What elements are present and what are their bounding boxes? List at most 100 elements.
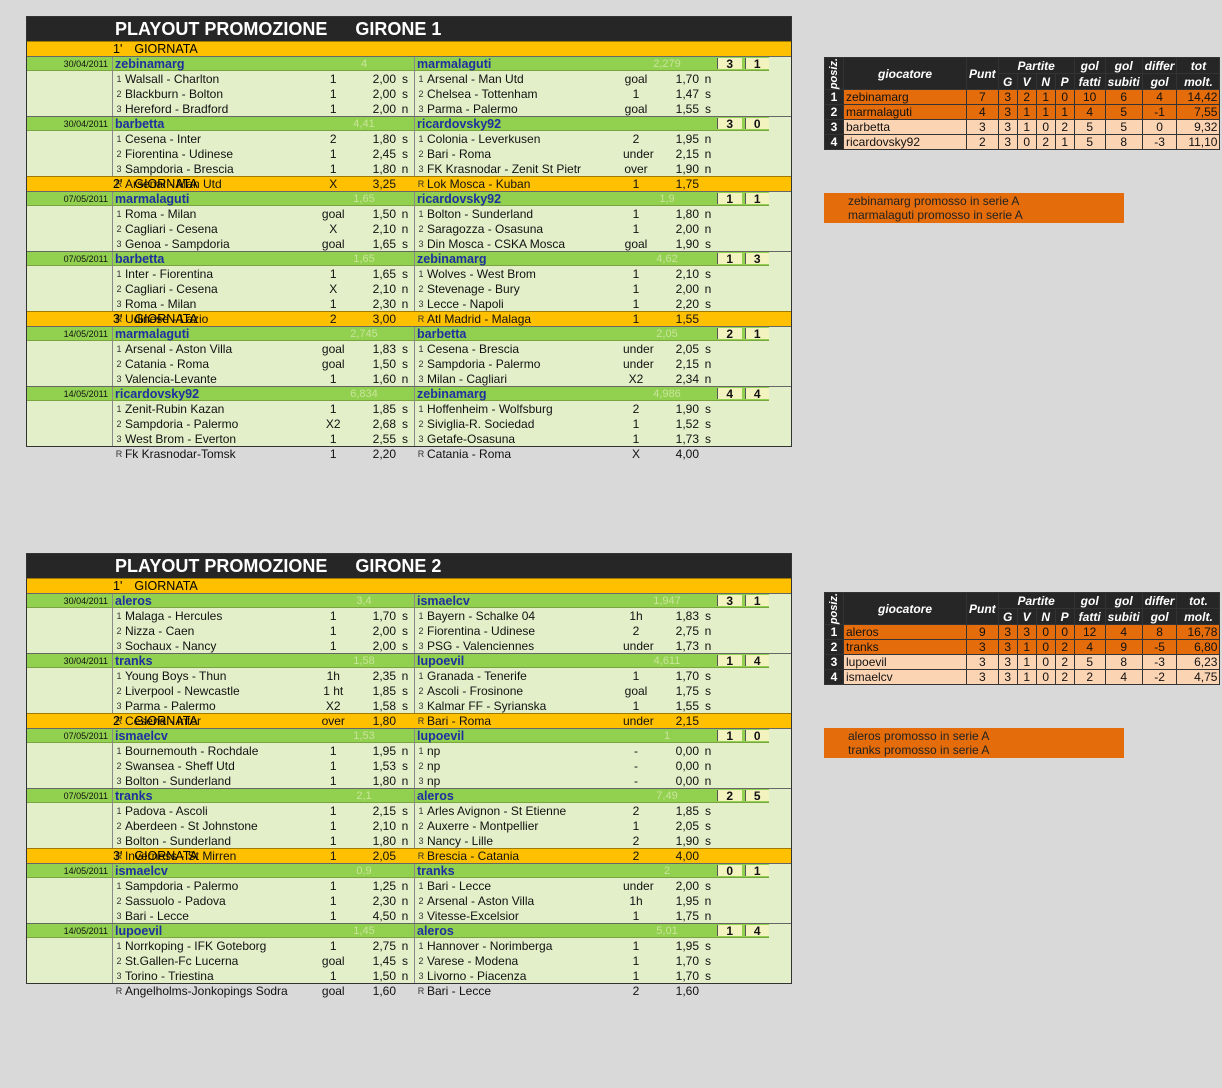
pick-outcome: s: [402, 146, 408, 161]
games-g: 3: [997, 639, 1018, 656]
pick-outcome: s: [705, 698, 711, 713]
col-n: N: [1035, 73, 1056, 91]
pick-odds: 2,20: [372, 446, 397, 461]
match-row: 07/05/2011 marmalaguti 1,65 1 Roma - Milan go…: [27, 191, 791, 266]
pick-prediction: 1: [329, 938, 337, 953]
pick-number: 2: [418, 895, 424, 906]
pick-prediction: goal: [321, 953, 345, 968]
pick-number: 1: [418, 670, 424, 681]
player-name[interactable]: marmalaguti: [417, 57, 492, 71]
match-date: 30/04/2011: [27, 117, 112, 131]
pick-row: 1 Arles Avignon - St Etienne 2 1,85 s: [415, 803, 717, 818]
pick-odds: 0,00: [675, 743, 699, 758]
goal-diff: -5: [1141, 639, 1178, 656]
player-name[interactable]: tranks: [843, 639, 967, 656]
player-name[interactable]: tranks: [417, 864, 455, 878]
pick-number: 1: [418, 745, 424, 756]
player-name[interactable]: ismaelcv: [115, 864, 168, 878]
player-name[interactable]: lupoevil: [417, 654, 465, 668]
match-date: 07/05/2011: [27, 729, 112, 743]
player-name[interactable]: ismaelcv: [417, 594, 470, 608]
pick-outcome: s: [705, 668, 711, 683]
player-name[interactable]: lupoevil: [115, 924, 163, 938]
score-away: 4: [744, 655, 769, 668]
player-side: lupoevil11np-0,00n2np-0,00n3np-0,00nRnp-…: [415, 729, 717, 803]
standings-row: 2 tranks 3 3 1 0 2 4 9 -5 6,80: [824, 639, 1221, 656]
pick-outcome: n: [401, 668, 409, 683]
pick-match: Angelholms-Jonkopings Sodra: [124, 983, 288, 998]
match-row: 07/05/2011 ismaelcv 1,53 1 Bournemouth - Roc…: [27, 728, 791, 803]
pick-row: 1 Colonia - Leverkusen 2 1,95 n: [415, 131, 717, 146]
player-name[interactable]: zebinamarg: [417, 252, 487, 266]
player-name[interactable]: barbetta: [115, 117, 165, 131]
pick-outcome: s: [705, 401, 711, 416]
player-name[interactable]: barbetta: [843, 119, 967, 136]
pick-odds: 1,80: [372, 833, 397, 848]
pick-row: 2 Liverpool - Newcastle 1 ht 1,85 s: [113, 683, 414, 698]
pick-row: 1 Padova - Ascoli 1 2,15 s: [113, 803, 414, 818]
player-name[interactable]: lupoevil: [417, 729, 465, 743]
pick-prediction: 1: [329, 833, 337, 848]
player-name[interactable]: ismaelcv: [843, 669, 967, 686]
games-n: 0: [1035, 119, 1056, 136]
pick-prediction: 1: [632, 416, 640, 431]
goal-diff: -3: [1141, 654, 1178, 671]
pick-outcome: s: [402, 266, 408, 281]
player-name[interactable]: aleros: [417, 924, 454, 938]
player-name[interactable]: ricardovsky92: [115, 387, 200, 401]
player-name[interactable]: ricardovsky92: [843, 134, 967, 151]
pick-number: 1: [116, 133, 122, 144]
pick-outcome: s: [705, 236, 711, 251]
player-name[interactable]: aleros: [115, 594, 152, 608]
pick-prediction: 1: [632, 818, 640, 833]
player-name[interactable]: ricardovsky92: [417, 117, 502, 131]
pick-prediction: 1: [329, 908, 337, 923]
pick-row: 3 Sochaux - Nancy 1 2,00 s: [113, 638, 414, 653]
games-p: 2: [1054, 669, 1075, 686]
player-name[interactable]: aleros: [417, 789, 454, 803]
pick-odds: 1,47: [675, 86, 699, 101]
pick-match: Padova - Ascoli: [124, 803, 208, 818]
col-position-label: posiz.: [828, 58, 840, 90]
player-name[interactable]: marmalaguti: [115, 192, 190, 206]
pick-prediction: 1: [329, 638, 337, 653]
player-name[interactable]: marmalaguti: [115, 327, 190, 341]
pick-outcome: n: [401, 296, 409, 311]
player-name[interactable]: zebinamarg: [417, 387, 487, 401]
player-header: lupoevil 1,45: [113, 924, 414, 938]
games-p: 0: [1054, 89, 1075, 106]
player-side: tranks 1,58 1 Young Boys - Thun 1h 2,35 n 2 Live…: [113, 654, 415, 728]
pick-row: 1 Hannover - Norimberga 1 1,95 s: [415, 938, 717, 953]
pick-outcome: n: [401, 893, 409, 908]
pick-number: 1: [418, 208, 424, 219]
player-name[interactable]: marmalaguti: [843, 104, 967, 121]
pick-match: Zenit-Rubin Kazan: [124, 401, 225, 416]
pick-row: 3 np - 0,00 n: [415, 773, 717, 788]
player-multiplier: 2,745: [350, 328, 378, 340]
games-v: 1: [1016, 639, 1037, 656]
pick-number: 1: [418, 268, 424, 279]
player-name[interactable]: lupoevil: [843, 654, 967, 671]
col-gf2: fatti: [1073, 73, 1106, 91]
match-row: 30/04/2011 zebinamarg 4 1 Walsall - Charlton…: [27, 56, 791, 131]
goals-against: 8: [1104, 654, 1143, 671]
pick-outcome: n: [401, 221, 409, 236]
goal-diff: 4: [1141, 89, 1178, 106]
player-name[interactable]: tranks: [115, 789, 153, 803]
player-name[interactable]: ismaelcv: [115, 729, 168, 743]
player-name[interactable]: barbetta: [115, 252, 165, 266]
player-name[interactable]: ricardovsky92: [417, 192, 502, 206]
position: 1: [824, 624, 844, 641]
player-name[interactable]: tranks: [115, 654, 153, 668]
pick-odds: 2,68: [372, 416, 397, 431]
col-p: P: [1054, 608, 1075, 626]
goals-against: 8: [1104, 134, 1143, 151]
player-name[interactable]: aleros: [843, 624, 967, 641]
player-name[interactable]: zebinamarg: [115, 57, 185, 71]
player-name[interactable]: zebinamarg: [843, 89, 967, 106]
player-name[interactable]: barbetta: [417, 327, 467, 341]
pick-prediction: X: [329, 221, 338, 236]
goals-against: 5: [1104, 119, 1143, 136]
